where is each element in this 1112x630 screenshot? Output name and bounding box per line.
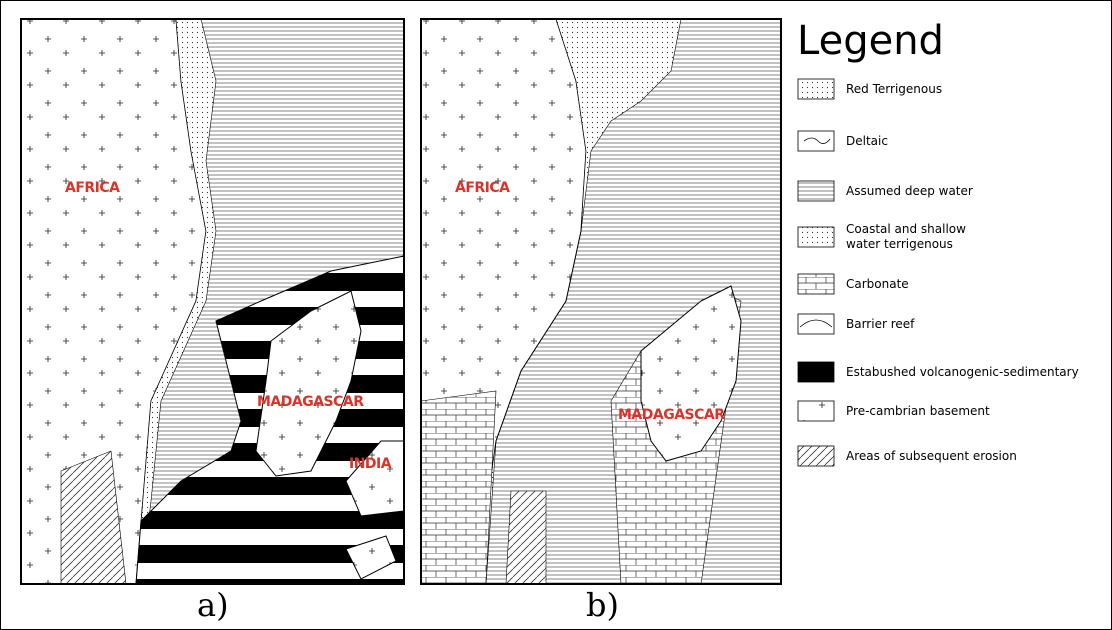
map-label: AFRICA: [65, 180, 120, 196]
page: AFRICA MADAGASCAR INDIA a) AFRICA MADAGA…: [0, 0, 1112, 630]
map-label: MADAGASCAR: [618, 407, 725, 423]
legend-title: Legend: [797, 17, 944, 65]
map-b: AFRICA MADAGASCAR b): [421, 19, 781, 624]
legend-item: Areas of subsequent erosion: [846, 449, 1017, 464]
legend-item: Barrier reef: [846, 317, 914, 332]
legend-item: Coastal and shallow water terrigenous: [846, 222, 976, 252]
legend-item: Assumed deep water: [846, 184, 973, 199]
legend-item: Pre-cambrian basement: [846, 404, 990, 419]
legend-item: Carbonate: [846, 277, 909, 292]
legend-item: Deltaic: [846, 134, 888, 149]
map-label: AFRICA: [455, 180, 510, 196]
panel-caption: b): [586, 586, 619, 624]
map-label: MADAGASCAR: [257, 394, 364, 410]
map-a: AFRICA MADAGASCAR INDIA a): [21, 19, 404, 624]
legend-item: Red Terrigenous: [846, 82, 942, 97]
legend-item: Estabushed volcanogenic-sedimentary: [846, 365, 1079, 380]
panel-caption: a): [197, 586, 229, 624]
map-label: INDIA: [349, 456, 392, 472]
maps: AFRICA MADAGASCAR INDIA a) AFRICA MADAGA…: [1, 1, 1112, 630]
legend-swatches: [798, 79, 834, 466]
